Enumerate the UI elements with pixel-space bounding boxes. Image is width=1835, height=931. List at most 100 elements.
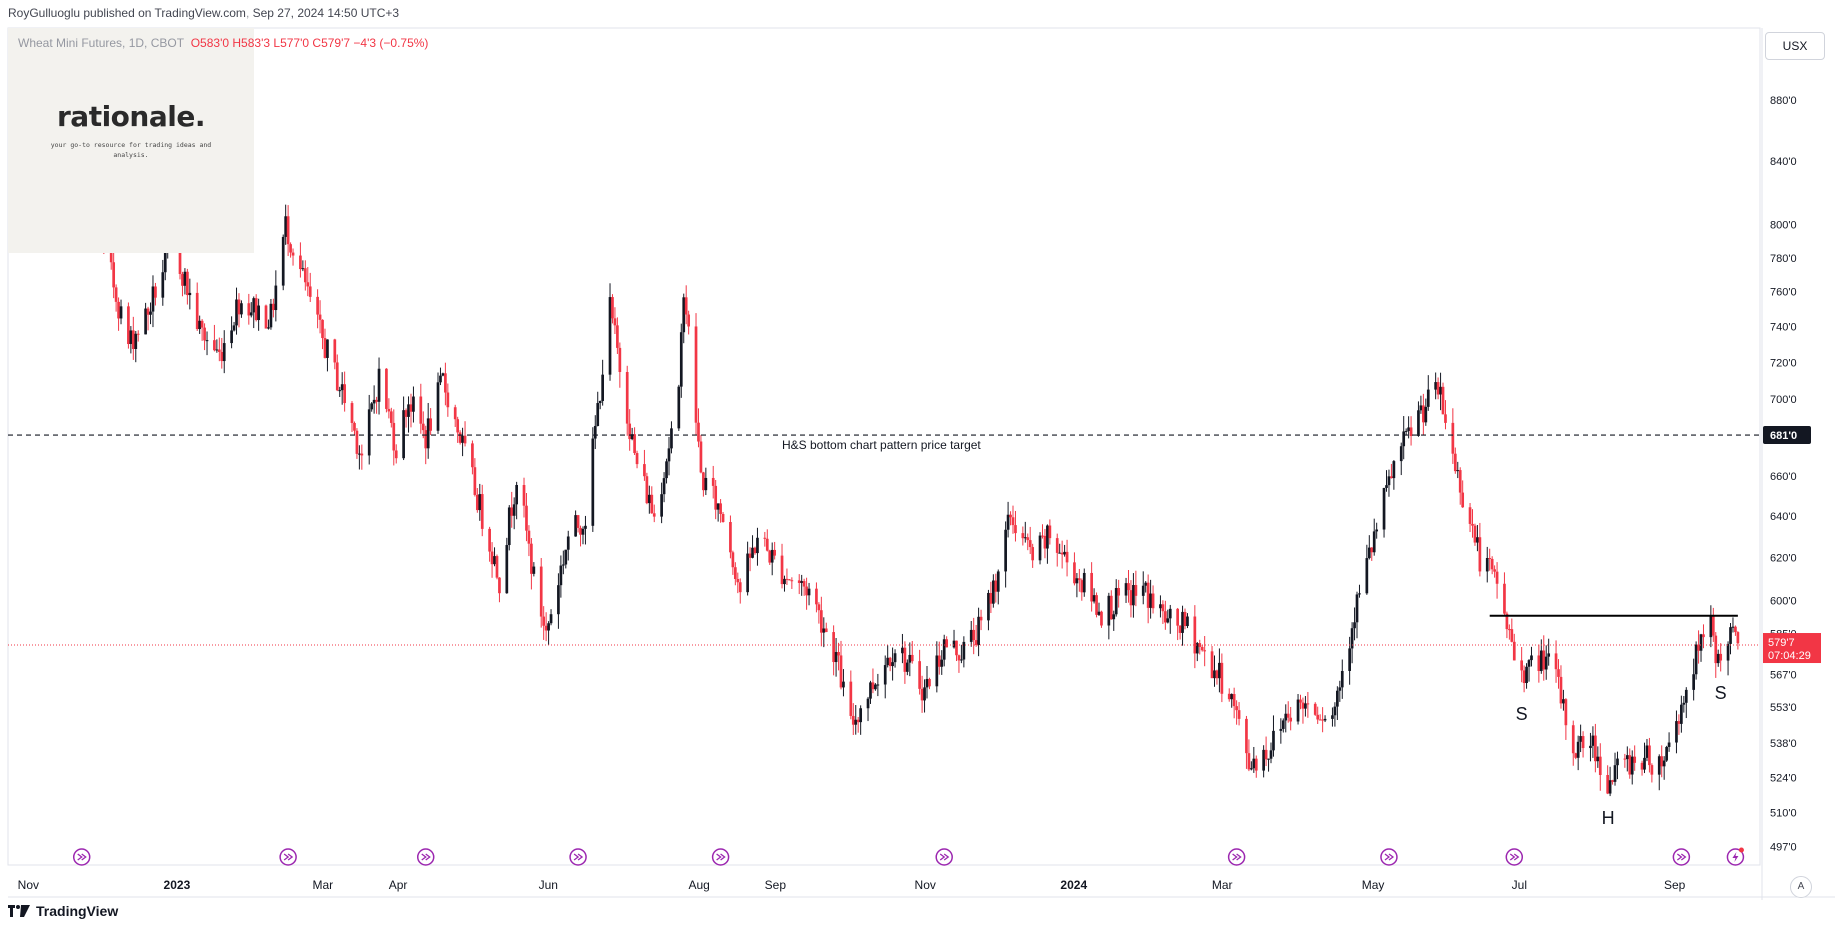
candle-body xyxy=(1021,533,1025,539)
candle-body xyxy=(1331,715,1334,719)
candle-body xyxy=(1168,608,1172,619)
candle-body xyxy=(1473,525,1477,543)
candle-body xyxy=(254,298,258,321)
candle-body xyxy=(1581,736,1585,749)
candle-body xyxy=(856,719,860,723)
candle-body xyxy=(719,503,722,515)
candle-body xyxy=(763,537,767,539)
candle-body xyxy=(530,543,533,574)
candle-body xyxy=(1458,470,1462,493)
candle-body xyxy=(1616,758,1619,766)
candle-body xyxy=(488,528,491,552)
symbol-legend[interactable]: Wheat Mini Futures, 1D, CBOT O583'0 H583… xyxy=(18,36,428,50)
candle-body xyxy=(1193,616,1197,654)
candle-body xyxy=(1095,595,1098,615)
candle-body xyxy=(628,423,632,440)
candle-body xyxy=(923,687,926,701)
candle-body xyxy=(1296,699,1300,722)
candle-body xyxy=(308,286,312,297)
candle-body xyxy=(1149,593,1152,608)
candle-body xyxy=(746,553,749,593)
candle-body xyxy=(824,628,828,633)
candle-body xyxy=(1316,714,1320,720)
candle-body xyxy=(1505,613,1509,630)
candle-body xyxy=(1436,382,1440,395)
candle-body xyxy=(1493,569,1496,572)
legend-low: L577'0 xyxy=(273,36,310,50)
candle-body xyxy=(303,268,307,283)
candle-body xyxy=(996,571,1000,592)
candle-body xyxy=(389,411,393,423)
auto-scale-button[interactable]: A xyxy=(1790,876,1812,898)
candle-body xyxy=(977,616,980,646)
candle-body xyxy=(220,351,224,362)
candle-body xyxy=(1623,758,1627,760)
candle-body xyxy=(1107,595,1111,626)
candle-body xyxy=(751,547,754,558)
candle-body xyxy=(498,577,501,594)
y-tick-label: 880'0 xyxy=(1770,95,1797,107)
candle-body xyxy=(979,616,983,621)
candle-body xyxy=(957,655,961,661)
candle-body xyxy=(1729,627,1732,644)
candle-body xyxy=(131,330,135,350)
candle-body xyxy=(151,286,155,312)
candle-body xyxy=(456,419,460,433)
candle-body xyxy=(1633,756,1637,763)
candle-body xyxy=(1559,676,1563,704)
candle-body xyxy=(1065,551,1069,563)
lightning-icon xyxy=(1732,852,1739,862)
candle-body xyxy=(195,292,199,330)
candle-body xyxy=(869,682,872,699)
candle-body xyxy=(1026,537,1030,541)
candle-body xyxy=(1468,507,1472,524)
candle-body xyxy=(1166,618,1170,623)
y-tick-label: 660'0 xyxy=(1770,471,1797,483)
candle-body xyxy=(920,688,924,701)
candle-body xyxy=(429,418,432,431)
candle-body xyxy=(1117,588,1121,596)
candle-body xyxy=(392,422,396,451)
candle-body xyxy=(1289,717,1293,722)
candle-body xyxy=(409,404,413,412)
candle-body xyxy=(1608,780,1612,794)
candle-body xyxy=(972,629,976,641)
candle-body xyxy=(1589,745,1592,749)
candle-body xyxy=(1461,492,1465,508)
candle-body xyxy=(217,349,221,352)
symbol-name[interactable]: Wheat Mini Futures, 1D, CBOT xyxy=(18,36,185,50)
candle-body xyxy=(773,549,777,556)
x-tick-label: May xyxy=(1362,878,1385,892)
candle-body xyxy=(756,537,759,554)
candle-body xyxy=(375,399,378,402)
candle-body xyxy=(473,467,477,495)
y-tick-label: 700'0 xyxy=(1770,394,1797,406)
candle-body xyxy=(1640,762,1644,770)
plot-frame xyxy=(7,27,1761,866)
currency-button[interactable]: USX xyxy=(1765,32,1825,60)
candle-body xyxy=(1726,643,1730,661)
candle-body xyxy=(768,550,772,563)
candle-body xyxy=(1409,427,1413,436)
candle-body xyxy=(1404,430,1408,432)
candle-body xyxy=(1375,529,1379,532)
candle-body xyxy=(815,588,818,605)
candle-body xyxy=(797,580,801,583)
candle-body xyxy=(557,585,560,615)
candle-body xyxy=(257,305,260,321)
candle-body xyxy=(112,262,116,288)
candle-body xyxy=(1675,721,1678,743)
candle-body xyxy=(1709,615,1713,638)
pattern-label-s: S xyxy=(1715,683,1727,703)
candle-body xyxy=(539,566,543,617)
candle-body xyxy=(350,403,354,423)
candle-body xyxy=(584,525,587,529)
y-tick-label: 720'0 xyxy=(1770,357,1797,369)
candle-body xyxy=(321,319,324,339)
candle-body xyxy=(1611,780,1614,782)
candle-body xyxy=(721,514,725,522)
y-tick-label: 840'0 xyxy=(1770,156,1797,168)
tradingview-logo-icon xyxy=(8,905,30,917)
candle-body xyxy=(1680,704,1683,724)
